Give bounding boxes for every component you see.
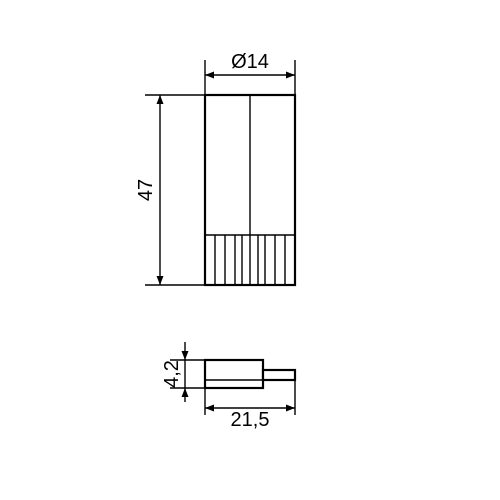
dim-height-label: 47 (135, 179, 157, 201)
dim-diameter-label: Ø14 (231, 51, 269, 73)
dim-length-label: 21,5 (231, 409, 270, 431)
dim-thickness-label: 4,2 (161, 360, 183, 388)
top-view (205, 95, 295, 285)
side-view (205, 360, 295, 388)
